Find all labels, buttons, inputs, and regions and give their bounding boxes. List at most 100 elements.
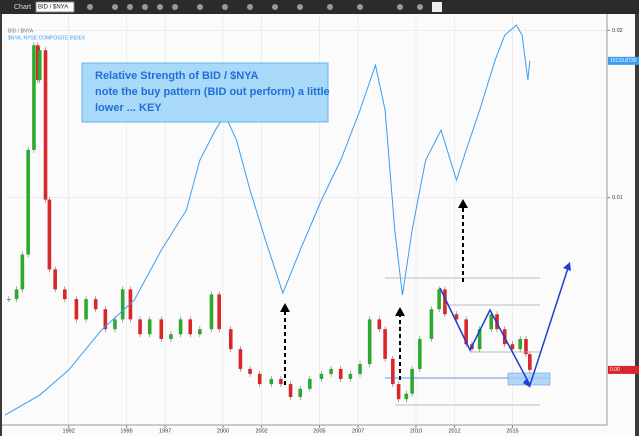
annotation: Relative Strength of BID / $NYA note the… bbox=[95, 70, 330, 114]
candle bbox=[348, 373, 353, 379]
candle bbox=[279, 378, 283, 385]
candle bbox=[329, 368, 333, 374]
candle bbox=[396, 384, 401, 400]
candle bbox=[489, 314, 494, 330]
candle bbox=[113, 319, 117, 330]
candle bbox=[93, 299, 98, 310]
candle bbox=[53, 269, 57, 290]
candle bbox=[383, 329, 387, 359]
candle bbox=[319, 373, 324, 379]
x-tick-label: 1992 bbox=[63, 428, 75, 434]
last-value-label: 10133.8730 bbox=[610, 58, 637, 64]
x-tick-label: 2000 bbox=[217, 428, 229, 434]
candle bbox=[437, 289, 441, 310]
annotation-line: lower ... KEY bbox=[95, 102, 162, 114]
pattern-arrow-head bbox=[563, 262, 571, 271]
candle bbox=[518, 338, 522, 350]
last-value-box bbox=[608, 56, 639, 65]
y-tick-label: 0.02 bbox=[612, 28, 623, 34]
annotation-line: Relative Strength of BID / $NYA bbox=[95, 70, 258, 82]
candle bbox=[257, 373, 262, 385]
symbol-text: BID / $NYA bbox=[38, 5, 68, 11]
candle bbox=[37, 50, 42, 81]
candle bbox=[26, 149, 30, 255]
candle bbox=[524, 338, 528, 355]
candle bbox=[147, 319, 152, 335]
candle bbox=[528, 354, 532, 370]
candle bbox=[443, 289, 447, 315]
index-line bbox=[4, 24, 531, 416]
candle bbox=[464, 319, 468, 345]
window-title: Chart bbox=[14, 4, 31, 11]
x-tick-label: 2002 bbox=[255, 428, 267, 434]
legend: BID / $NYA$NYA, NYSE COMPOSITE INDEX bbox=[8, 28, 86, 41]
candle bbox=[209, 294, 214, 330]
candle bbox=[288, 384, 293, 397]
pattern-line bbox=[439, 267, 569, 387]
x-tick-label: 2007 bbox=[352, 428, 364, 434]
dashed-arrows bbox=[284, 206, 464, 385]
candle bbox=[429, 309, 434, 339]
candle bbox=[269, 378, 274, 385]
last-value-label: 0.00 bbox=[610, 367, 620, 373]
candle bbox=[188, 319, 193, 335]
y-tick-label: 0.01 bbox=[612, 195, 623, 201]
candle bbox=[36, 45, 40, 81]
candle bbox=[298, 388, 303, 397]
candle bbox=[169, 334, 173, 339]
candle bbox=[120, 289, 125, 320]
toolbar bbox=[0, 0, 639, 14]
axis-labels: 1992 1995 1997 2000 2002 2005 2007 2010 2012 2015… bbox=[63, 28, 639, 434]
candle bbox=[47, 199, 52, 270]
toolbar-button[interactable] bbox=[432, 2, 442, 12]
candle bbox=[74, 299, 79, 320]
x-tick-label: 2010 bbox=[410, 428, 422, 434]
candle bbox=[477, 329, 482, 350]
x-tick-label: 1995 bbox=[120, 428, 132, 434]
candle bbox=[391, 358, 395, 385]
toolbar-icons bbox=[87, 4, 423, 10]
annotation-line: note the buy pattern (BID out perform) a… bbox=[95, 86, 330, 98]
candle bbox=[7, 299, 11, 301]
candle bbox=[63, 289, 67, 300]
candle bbox=[228, 329, 233, 350]
candle bbox=[43, 50, 48, 200]
x-tick-label: 2012 bbox=[448, 428, 460, 434]
grid bbox=[5, 14, 607, 425]
candle bbox=[338, 368, 343, 379]
candle bbox=[32, 45, 36, 150]
candle bbox=[238, 349, 243, 369]
candle bbox=[178, 319, 183, 335]
marks bbox=[4, 24, 532, 416]
candle bbox=[308, 378, 312, 389]
candle bbox=[248, 368, 252, 374]
candle bbox=[367, 319, 372, 365]
last-value-box bbox=[608, 365, 639, 374]
candle bbox=[217, 294, 221, 330]
candle bbox=[84, 299, 88, 320]
annotation-box bbox=[81, 62, 329, 123]
legend-entry: $NYA, NYSE COMPOSITE INDEX bbox=[8, 35, 86, 41]
legend-entry: BID / $NYA bbox=[8, 28, 34, 34]
candle bbox=[14, 289, 19, 300]
candle bbox=[198, 329, 202, 335]
candle bbox=[377, 319, 382, 330]
candle bbox=[404, 393, 409, 400]
candle bbox=[454, 314, 459, 320]
candle bbox=[20, 254, 25, 290]
candle bbox=[510, 344, 515, 350]
candle bbox=[410, 368, 414, 394]
candle bbox=[128, 289, 133, 320]
candle bbox=[358, 364, 362, 374]
arrow-heads bbox=[280, 199, 468, 316]
candle bbox=[138, 319, 142, 335]
x-tick-label: 1997 bbox=[159, 428, 171, 434]
candle bbox=[418, 338, 422, 369]
pattern-arrow-low bbox=[523, 379, 531, 388]
candle bbox=[103, 309, 108, 330]
x-tick-label: 2015 bbox=[506, 428, 518, 434]
symbol-input[interactable] bbox=[35, 1, 75, 13]
x-tick-label: 2005 bbox=[313, 428, 325, 434]
